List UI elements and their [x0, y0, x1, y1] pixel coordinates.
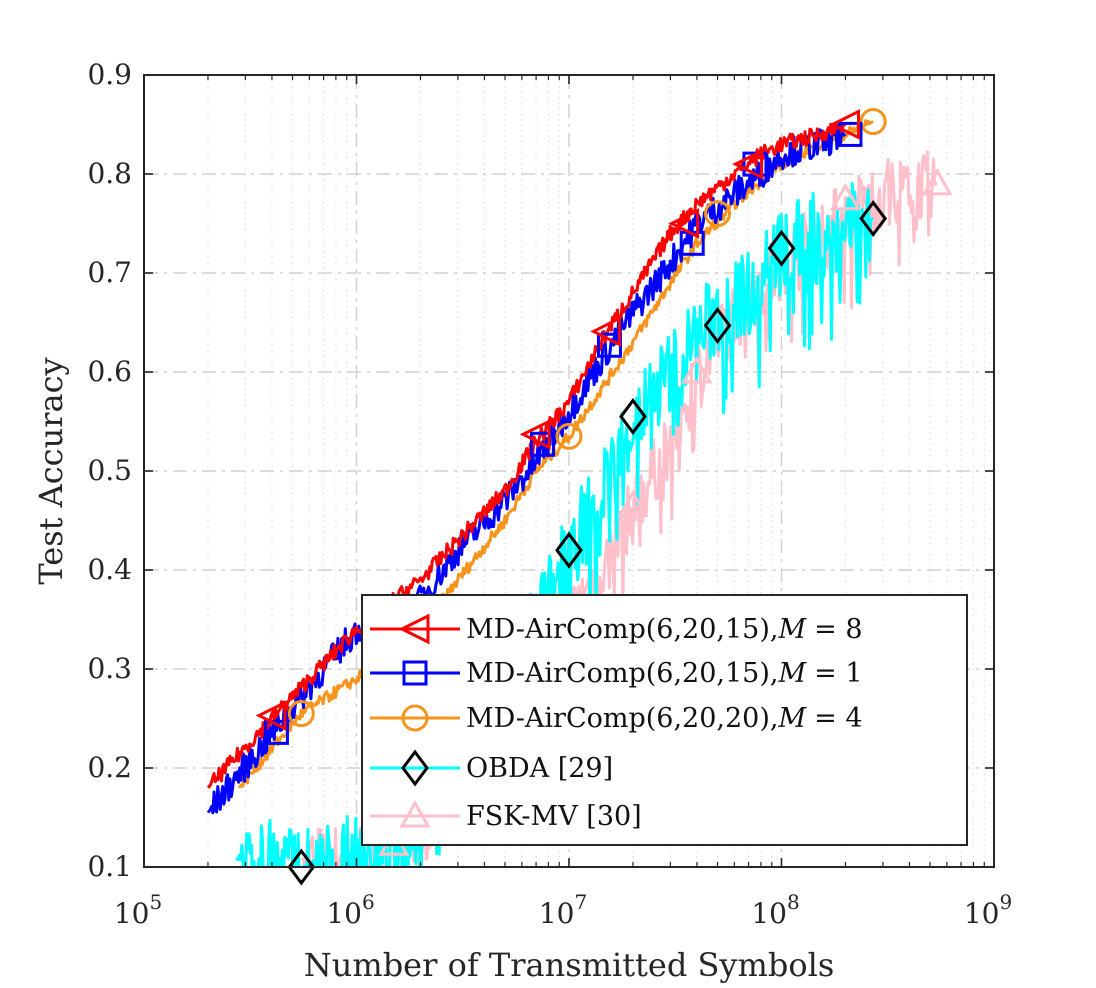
series-marker-4	[617, 489, 649, 518]
y-tick-label: 0.3	[87, 652, 132, 685]
series-marker-4	[681, 355, 713, 384]
y-tick-label: 0.1	[87, 850, 132, 883]
series-marker-2	[555, 422, 583, 450]
series-marker-3	[767, 229, 796, 267]
x-tick-label: 108	[751, 890, 799, 930]
y-tick-label: 0.8	[87, 157, 132, 190]
legend-label: MD-AirComp(6,20,20),M = 4	[466, 703, 863, 734]
x-axis-title: Number of Transmitted Symbols	[304, 946, 835, 984]
legend-swatch-marker	[401, 749, 429, 787]
series-marker-3	[287, 848, 316, 886]
series-marker-1	[837, 121, 863, 147]
series-marker-1	[263, 719, 289, 745]
legend-item-0: MD-AirComp(6,20,15),M = 8	[370, 613, 863, 645]
y-axis-title: Test Accuracy	[32, 357, 70, 584]
data-markers	[255, 108, 953, 886]
series-marker-0	[255, 700, 287, 731]
series-marker-0	[519, 418, 551, 450]
x-tick-label: 107	[539, 890, 587, 930]
legend: MD-AirComp(6,20,15),M = 8 MD-AirComp(6,20,…	[361, 594, 968, 846]
series-marker-0	[732, 148, 764, 180]
x-tick-labels: 105 106 107 108 109	[114, 890, 1012, 930]
x-tick-label: 106	[326, 890, 374, 930]
legend-label: MD-AirComp(6,20,15),M = 1	[466, 658, 863, 689]
y-tick-labels: 0.1 0.2 0.3 0.4 0.5 0.6 0.7 0.8 0.9	[87, 58, 132, 883]
legend-swatch-marker	[399, 799, 431, 828]
series-marker-0	[590, 315, 621, 347]
series-marker-3	[555, 531, 583, 569]
series-marker-3	[703, 306, 732, 344]
series-marker-1	[529, 431, 555, 457]
series-marker-0	[829, 109, 860, 140]
legend-item-2: MD-AirComp(6,20,20),M = 4	[370, 703, 863, 734]
axis-ticks	[143, 74, 995, 868]
y-tick-label: 0.5	[87, 454, 132, 487]
legend-swatch-marker	[401, 704, 429, 732]
y-tick-label: 0.2	[87, 751, 132, 784]
legend-item-1: MD-AirComp(6,20,15),M = 1	[370, 658, 863, 689]
legend-label: OBDA [29]	[466, 753, 613, 784]
series-marker-4	[829, 182, 862, 211]
series-marker-3	[619, 398, 647, 436]
series-line-0	[206, 122, 847, 789]
series-marker-4	[921, 167, 953, 196]
series-marker-2	[287, 700, 315, 728]
legend-swatch-marker	[402, 660, 428, 686]
y-tick-label: 0.6	[87, 355, 132, 388]
series-marker-2	[704, 200, 732, 228]
legend-swatch-marker	[398, 613, 430, 645]
y-tick-label: 0.7	[87, 256, 132, 289]
legend-label: FSK-MV [30]	[466, 801, 642, 832]
series-marker-0	[668, 208, 700, 239]
legend-label: MD-AirComp(6,20,15),M = 8	[466, 614, 863, 645]
x-tick-label: 105	[114, 890, 162, 930]
y-tick-label: 0.4	[87, 553, 132, 586]
legend-box	[361, 594, 968, 846]
series-marker-2	[859, 108, 887, 136]
legend-item-4: FSK-MV [30]	[370, 799, 642, 832]
series-marker-3	[859, 200, 888, 238]
y-tick-label: 0.9	[87, 58, 132, 91]
legend-item-3: OBDA [29]	[370, 749, 613, 787]
x-tick-label: 109	[964, 890, 1012, 930]
